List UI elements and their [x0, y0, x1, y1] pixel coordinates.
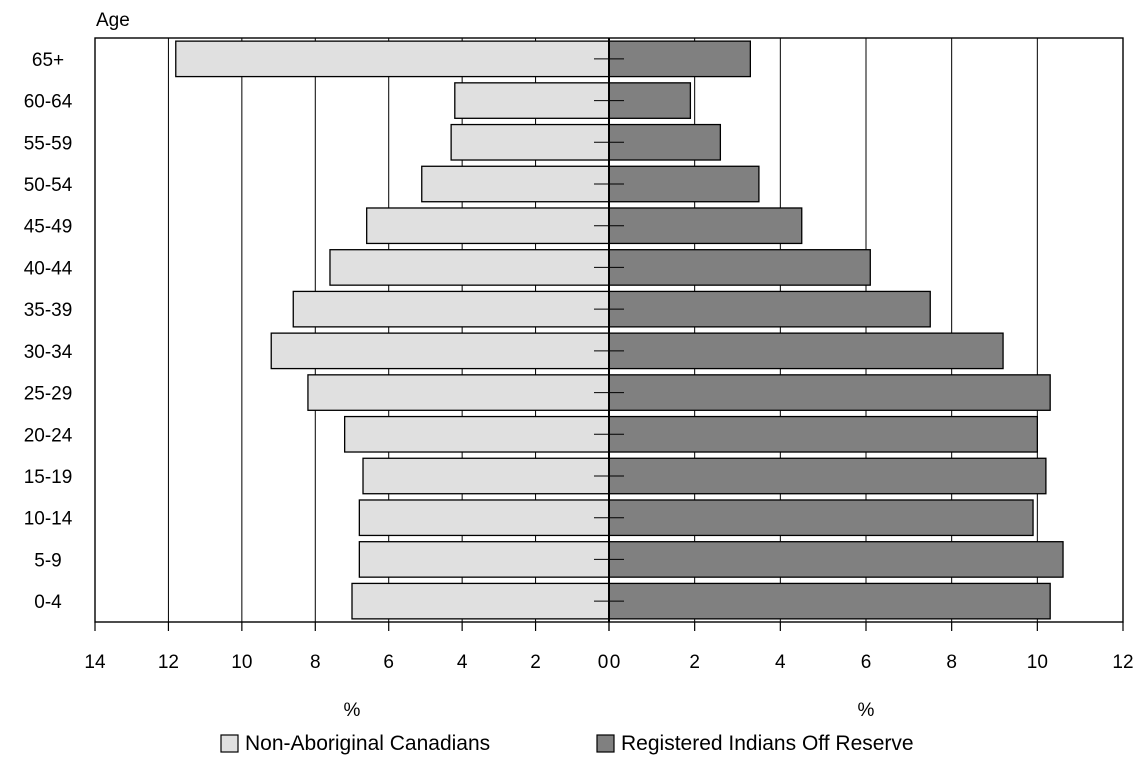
- x-tick-label-right-4: 4: [775, 652, 786, 673]
- x-tick-label-right-2: 2: [689, 652, 700, 673]
- bar-right-30-34: [608, 332, 1004, 370]
- age-category-labels: 0-4 5-9 10-14 15-19 20-24 25-29 30-34 35-39 40-4…: [24, 50, 73, 613]
- bar-right-10-14: [608, 499, 1034, 537]
- bar-left-15-19: [362, 457, 610, 495]
- x-tick-label-right-0: 0: [610, 652, 621, 673]
- bar-right-20-24: [608, 415, 1038, 453]
- bar-right-50-54: [608, 165, 760, 203]
- category-label-30-34: 30-34: [24, 342, 73, 363]
- bar-right-5-9: [608, 541, 1064, 578]
- category-label-10-14: 10-14: [24, 509, 73, 530]
- bar-left-45-49: [366, 207, 610, 245]
- bar-right-0-4: [608, 582, 1051, 620]
- category-label-55-59: 55-59: [24, 133, 73, 154]
- category-label-15-19: 15-19: [24, 467, 73, 488]
- bar-left-40-44: [329, 249, 610, 286]
- bar-right-40-44: [608, 249, 871, 286]
- right-series-bars: [608, 40, 1064, 620]
- bar-left-0-4: [351, 582, 610, 620]
- bar-left-65+: [175, 40, 610, 78]
- x-tick-label-right-10: 10: [1027, 652, 1048, 673]
- category-label-0-4: 0-4: [34, 592, 62, 613]
- category-label-60-64: 60-64: [24, 92, 73, 113]
- bar-left-10-14: [358, 499, 610, 537]
- x-tick-label-right-8: 8: [946, 652, 957, 673]
- bar-left-25-29: [307, 374, 610, 411]
- legend-label-registered-indians: Registered Indians Off Reserve: [621, 732, 914, 755]
- bar-right-25-29: [608, 374, 1051, 411]
- category-label-45-49: 45-49: [24, 217, 73, 238]
- bar-left-5-9: [358, 541, 610, 578]
- x-tick-label-left-14: 14: [84, 652, 106, 673]
- x-tick-label-left-6: 6: [383, 652, 394, 673]
- x-tick-label-right-12: 12: [1112, 652, 1133, 673]
- category-label-25-29: 25-29: [24, 384, 73, 405]
- legend: Non-Aboriginal Canadians Registered India…: [220, 732, 914, 755]
- x-tick-label-left-0: 0: [598, 652, 609, 673]
- category-label-5-9: 5-9: [34, 550, 61, 571]
- bar-left-30-34: [270, 332, 610, 370]
- x-tick-label-left-2: 2: [530, 652, 541, 673]
- y-axis-title: Age: [96, 10, 130, 31]
- x-axis-title-left: %: [344, 700, 361, 721]
- bar-right-15-19: [608, 457, 1047, 495]
- bar-right-65+: [608, 40, 752, 78]
- x-axis-ticks: 14 12 10 8 6 4 2 0 0 2 4 6 8 10 12: [84, 622, 1134, 673]
- category-label-65+: 65+: [32, 50, 64, 71]
- bar-left-55-59: [450, 123, 610, 161]
- bar-left-20-24: [344, 415, 610, 453]
- x-tick-label-left-8: 8: [310, 652, 321, 673]
- x-axis-title-right: %: [858, 700, 875, 721]
- bar-right-35-39: [608, 290, 931, 328]
- x-tick-label-right-6: 6: [861, 652, 872, 673]
- legend-label-non-aboriginal: Non-Aboriginal Canadians: [245, 732, 490, 755]
- bar-left-60-64: [454, 82, 610, 119]
- bar-left-50-54: [421, 165, 610, 203]
- bar-right-55-59: [608, 123, 722, 161]
- left-series-bars: [175, 40, 610, 620]
- x-tick-label-left-4: 4: [457, 652, 468, 673]
- bar-right-45-49: [608, 207, 803, 245]
- category-label-40-44: 40-44: [24, 258, 73, 279]
- legend-swatch-registered-indians: [596, 734, 615, 753]
- x-tick-label-left-10: 10: [231, 652, 252, 673]
- bar-left-35-39: [292, 290, 610, 328]
- legend-swatch-non-aboriginal: [220, 734, 239, 753]
- category-label-20-24: 20-24: [24, 425, 73, 446]
- category-label-35-39: 35-39: [24, 300, 73, 321]
- category-label-50-54: 50-54: [24, 175, 73, 196]
- x-tick-label-left-12: 12: [158, 652, 179, 673]
